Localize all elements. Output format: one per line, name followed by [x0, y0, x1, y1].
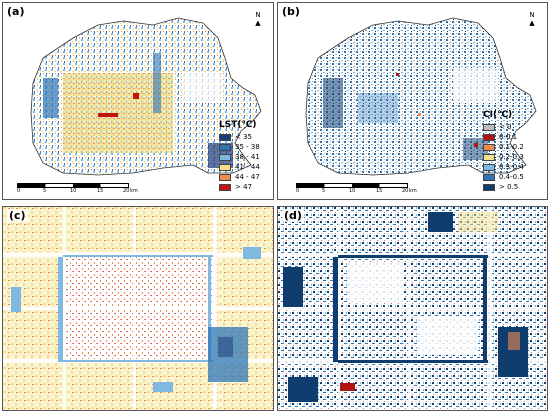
panel-d: (d) — [277, 206, 548, 411]
scale-bar-b: 0 5 10 15 20 km — [296, 183, 417, 194]
legend-item: 38 - 41 — [219, 152, 260, 162]
legend-swatch — [483, 123, 495, 131]
north-arrow-icon: ▲ — [529, 19, 535, 27]
north-arrow-icon: ▲ — [255, 19, 261, 27]
legend-item: 0.3-0.4 — [483, 162, 524, 172]
legend-swatch — [219, 183, 231, 191]
panel-c: (c) — [2, 206, 274, 411]
legend-swatch — [483, 153, 495, 161]
north-arrow-a: N ▲ — [251, 11, 265, 27]
legend-item: 0.2-0.3 — [483, 152, 524, 162]
map-c — [3, 207, 273, 410]
map-d — [278, 207, 547, 410]
map-a — [30, 17, 262, 176]
scale-bar-a: 0 5 10 15 20 km — [17, 183, 138, 194]
panel-label-a: (a) — [7, 5, 25, 18]
legend-item: 0.4-0.5 — [483, 172, 524, 182]
legend-swatch — [483, 133, 495, 141]
legend-item: > 47 — [219, 182, 260, 192]
legend-ci: CI(℃) < 0 0-0.1 0.1-0.2 0.2-0.3 0.3-0.4 … — [483, 111, 524, 192]
legend-item: 35 - 38 — [219, 142, 260, 152]
legend-swatch — [483, 173, 495, 181]
legend-title: LST(℃) — [219, 120, 257, 130]
panel-label-c: (c) — [7, 209, 28, 222]
panel-label-d: (d) — [282, 209, 304, 222]
legend-title: CI(℃) — [483, 110, 513, 120]
panel-label-b: (b) — [282, 5, 300, 18]
legend-swatch — [219, 173, 231, 181]
legend-swatch — [219, 133, 231, 141]
legend-swatch — [483, 143, 495, 151]
panel-a: (a) — [2, 2, 274, 200]
legend-swatch — [219, 163, 231, 171]
legend-item: < 0 — [483, 122, 524, 132]
legend-item: 41 - 44 — [219, 162, 260, 172]
legend-lst: LST(℃) < 35 35 - 38 38 - 41 41 - 44 44 -… — [219, 121, 260, 192]
legend-swatch — [219, 143, 231, 151]
legend-item: > 0.5 — [483, 182, 524, 192]
legend-item: 0.1-0.2 — [483, 142, 524, 152]
legend-item: < 35 — [219, 132, 260, 142]
legend-swatch — [219, 153, 231, 161]
legend-swatch — [483, 183, 495, 191]
legend-item: 0-0.1 — [483, 132, 524, 142]
panel-b: (b) N ▲ CI — [277, 2, 548, 200]
legend-swatch — [483, 163, 495, 171]
north-arrow-b: N ▲ — [525, 11, 539, 27]
map-b — [305, 17, 537, 176]
legend-item: 44 - 47 — [219, 172, 260, 182]
